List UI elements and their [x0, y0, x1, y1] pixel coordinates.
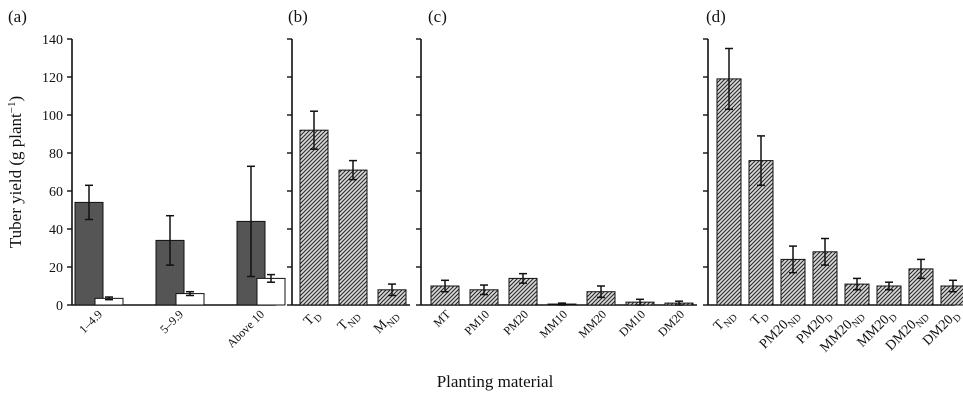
x-tick-label: MND — [371, 307, 403, 339]
y-tick-label: 120 — [42, 71, 63, 86]
x-tick-label: 1–4.9 — [76, 307, 105, 336]
x-tick-label: PM10 — [461, 307, 492, 338]
panel-label: (a) — [8, 7, 27, 26]
bar — [338, 169, 368, 306]
y-axis-title: Tuber yield (g plant−1) — [6, 96, 25, 248]
x-tick-label: DM10 — [616, 307, 648, 339]
bar — [508, 277, 538, 306]
x-tick-label: PM20 — [500, 307, 531, 338]
x-tick-label: DM20D — [920, 307, 963, 351]
y-tick-label: 20 — [49, 261, 63, 276]
x-tick-label: 5–9.9 — [157, 307, 186, 336]
panel-0: (a) 0 20 40 60 80 100 120 140 1–4.9 5–9.9 Above 10 — [8, 7, 286, 350]
x-tick-label: MM20 — [576, 307, 609, 340]
panel-2: (c) MT PM10 PM20 MM10 MM20 DM10 DM20 — [416, 7, 697, 341]
bar — [940, 285, 963, 306]
panel-label: (d) — [706, 7, 726, 26]
bar — [299, 129, 329, 306]
panel-3: (d)TND TDPM20NDPM20DMM20NDMM20DDM20NDDM20… — [703, 7, 963, 356]
x-tick-label: TD — [748, 307, 772, 331]
y-tick-label: 80 — [49, 147, 63, 162]
y-tick-label: 140 — [42, 33, 63, 48]
x-tick-label: MT — [430, 307, 453, 330]
x-tick-label: MM10 — [537, 307, 570, 340]
panel-1: (b) TD TND MND — [287, 7, 410, 339]
panel-label: (c) — [428, 7, 447, 26]
x-tick-label: TD — [301, 307, 325, 331]
y-tick-label: 60 — [49, 185, 63, 200]
y-tick-label: 40 — [49, 223, 63, 238]
x-tick-label: TND — [711, 307, 740, 336]
x-axis-title: Planting material — [437, 372, 554, 391]
panel-label: (b) — [288, 7, 308, 26]
x-tick-label: TND — [335, 307, 364, 336]
x-tick-label: Above 10 — [224, 307, 267, 350]
y-tick-label: 100 — [42, 109, 63, 124]
x-tick-label: DM20 — [655, 307, 687, 339]
y-tick-label: 0 — [56, 299, 63, 314]
bar — [716, 78, 742, 306]
